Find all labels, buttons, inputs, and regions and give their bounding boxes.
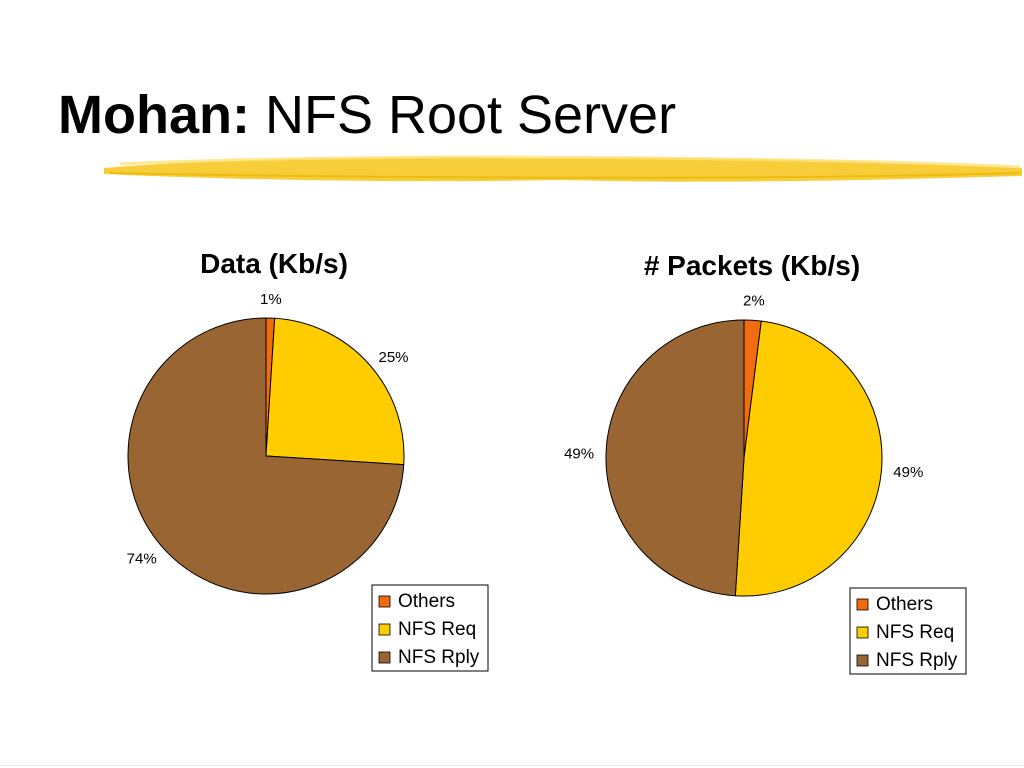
chart-legend: Others NFS Req NFS Rply [371, 584, 489, 672]
pie-slice-nfs-req [265, 317, 405, 466]
legend-swatch [378, 623, 391, 636]
legend-swatch [378, 651, 391, 664]
legend-box [849, 587, 967, 675]
pie-slice-nfs-rply [127, 317, 405, 595]
data-label: 25% [379, 349, 409, 366]
data-label: 1% [260, 291, 282, 308]
legend-box [371, 584, 489, 672]
data-label: 74% [127, 551, 157, 568]
data-label: 2% [743, 292, 765, 309]
chart-title: Data (Kb/s) [200, 248, 348, 279]
legend-swatch [856, 626, 869, 639]
legend-label: NFS Rply [876, 650, 958, 671]
title-underline-brushstroke [104, 155, 1022, 182]
data-label: 49% [564, 445, 594, 462]
pie-slice-nfs-req [734, 320, 883, 597]
footer-divider [0, 765, 1024, 766]
legend-label: NFS Req [876, 622, 954, 643]
data-label: 49% [893, 464, 923, 481]
pie-slice-nfs-rply [605, 319, 745, 597]
slide-title-rest: NFS Root Server [249, 85, 677, 145]
legend-label: Others [876, 594, 933, 615]
pie-chart-1: Data (Kb/s) 1% 25% 74% Others NFS Req NFS Rply [127, 248, 489, 672]
legend-swatch [856, 598, 869, 611]
legend-swatch [378, 595, 391, 608]
pie-chart-2: # Packets (Kb/s) 2% 49% 49% Others NFS Req NFS… [564, 250, 967, 675]
legend-label: NFS Rply [398, 647, 480, 668]
legend-label: Others [398, 591, 455, 612]
slide-title: Mohan: NFS Root Server [58, 82, 676, 148]
chart-legend: Others NFS Req NFS Rply [849, 587, 967, 675]
chart-title: # Packets (Kb/s) [644, 250, 860, 281]
legend-label: NFS Req [398, 619, 476, 640]
legend-swatch [856, 654, 869, 667]
slide-title-bold: Mohan: [58, 85, 250, 145]
